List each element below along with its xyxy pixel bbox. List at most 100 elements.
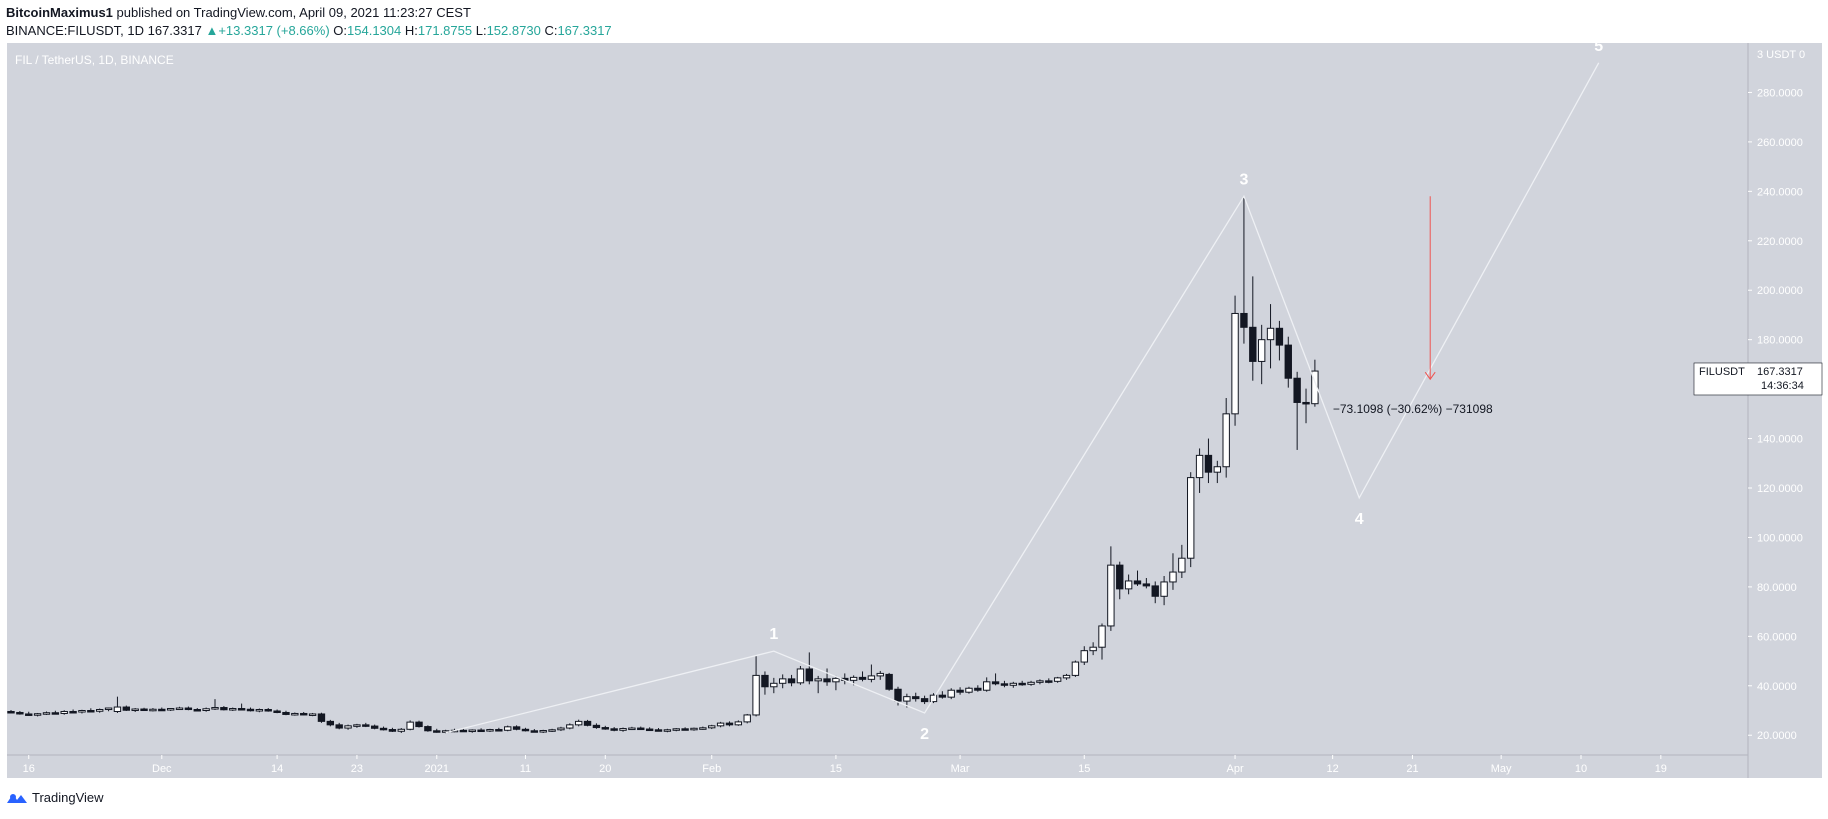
candle [78, 709, 86, 714]
candle-body [308, 713, 317, 716]
x-tick-label: 21 [1406, 763, 1418, 775]
candle-body [805, 668, 813, 682]
price-chart[interactable]: FIL / TetherUS, 1D, BINANCE 20.0000 40.000… [0, 43, 1828, 783]
candle-body [885, 673, 893, 690]
candle [1098, 623, 1106, 660]
time-axis [7, 755, 1748, 778]
candle-body [592, 724, 601, 729]
y-tick-label: 260.0000 [1757, 137, 1803, 149]
candle [175, 706, 184, 711]
candle [965, 686, 973, 694]
y-tick-label: 140.0000 [1757, 434, 1803, 446]
candle-body [628, 727, 636, 731]
candle [1302, 388, 1310, 424]
candle [823, 668, 831, 686]
candle [530, 729, 539, 733]
candle-body [379, 727, 388, 731]
candle [787, 674, 796, 687]
price-tag-countdown: 14:36:34 [1761, 380, 1804, 392]
candle-body [1213, 466, 1222, 473]
candle [25, 711, 33, 716]
candle-body [495, 729, 503, 732]
candle-body [166, 708, 175, 711]
candle [663, 728, 672, 733]
candle [495, 727, 503, 732]
candle [424, 725, 432, 732]
wave-label-2: 2 [920, 726, 929, 743]
price-change: +13.3317 (+8.66%) [218, 23, 330, 38]
candle-body [33, 713, 42, 716]
close-value: 167.3317 [557, 23, 612, 38]
candle-body [1275, 327, 1284, 346]
candle-body [51, 712, 60, 715]
footer-branding[interactable]: TradingView [6, 790, 104, 805]
candle [1231, 295, 1239, 426]
candle [991, 673, 1000, 686]
candle-body [1222, 413, 1230, 468]
candle-body [645, 728, 654, 732]
candle [131, 708, 139, 712]
y-tick-label: 240.0000 [1757, 186, 1803, 198]
ticker-ohlc-row: BINANCE:FILUSDT, 1D 167.3317 ▲+13.3317 (… [6, 22, 612, 40]
candle [1160, 576, 1168, 606]
y-tick-label: 20.0000 [1757, 730, 1797, 742]
candle-body [1036, 680, 1044, 683]
candle-body [832, 677, 840, 683]
candle [708, 724, 716, 730]
candle-body [583, 720, 592, 726]
candle-body [87, 710, 95, 713]
candle-body [220, 707, 228, 711]
candle-body [743, 714, 751, 723]
candle-body [131, 708, 139, 712]
candle [912, 692, 920, 702]
candle-body [1160, 581, 1168, 597]
candle-body [1089, 646, 1097, 652]
author-name[interactable]: BitcoinMaximus1 [6, 5, 113, 20]
candle-body [1187, 477, 1195, 559]
candle [1018, 680, 1026, 686]
publish-info: published on TradingView.com, April 09, … [116, 5, 471, 20]
candle [1187, 472, 1195, 568]
candle-body [246, 708, 255, 712]
candle [291, 712, 299, 716]
candle-body [1071, 661, 1080, 676]
candle [1266, 304, 1275, 369]
candle [983, 677, 991, 692]
candle-body [654, 729, 663, 732]
candle-body [335, 724, 343, 729]
candle [7, 710, 15, 714]
candle [1089, 642, 1097, 656]
candle-body [521, 728, 530, 732]
candle-body [237, 708, 246, 711]
candle [814, 675, 822, 694]
candle-body [1124, 580, 1133, 590]
x-tick-label: 20 [599, 763, 611, 775]
candle [388, 727, 397, 733]
candle-body [974, 687, 982, 691]
candle [610, 727, 618, 732]
candle [858, 671, 867, 682]
candle [681, 727, 689, 731]
candle [1062, 673, 1071, 680]
x-tick-label: 23 [351, 763, 363, 775]
candle [1071, 660, 1080, 677]
candle-body [96, 709, 104, 712]
candle [1000, 680, 1009, 688]
candle [87, 708, 95, 713]
candle-body [770, 682, 778, 688]
candle [947, 688, 955, 700]
candle-body [1018, 682, 1026, 686]
candle [370, 724, 379, 730]
close-label: C: [544, 23, 558, 38]
x-tick-label: 19 [1655, 763, 1667, 775]
x-tick-label: 16 [23, 763, 35, 775]
candle-body [211, 707, 219, 710]
candle [974, 685, 982, 692]
candle-body [894, 688, 902, 702]
y-tick-label: 40.0000 [1757, 681, 1797, 693]
candle-body [122, 706, 131, 711]
candle-body [548, 729, 556, 732]
candle [202, 707, 210, 712]
candle [521, 727, 530, 732]
wave-label-3: 3 [1239, 171, 1248, 188]
